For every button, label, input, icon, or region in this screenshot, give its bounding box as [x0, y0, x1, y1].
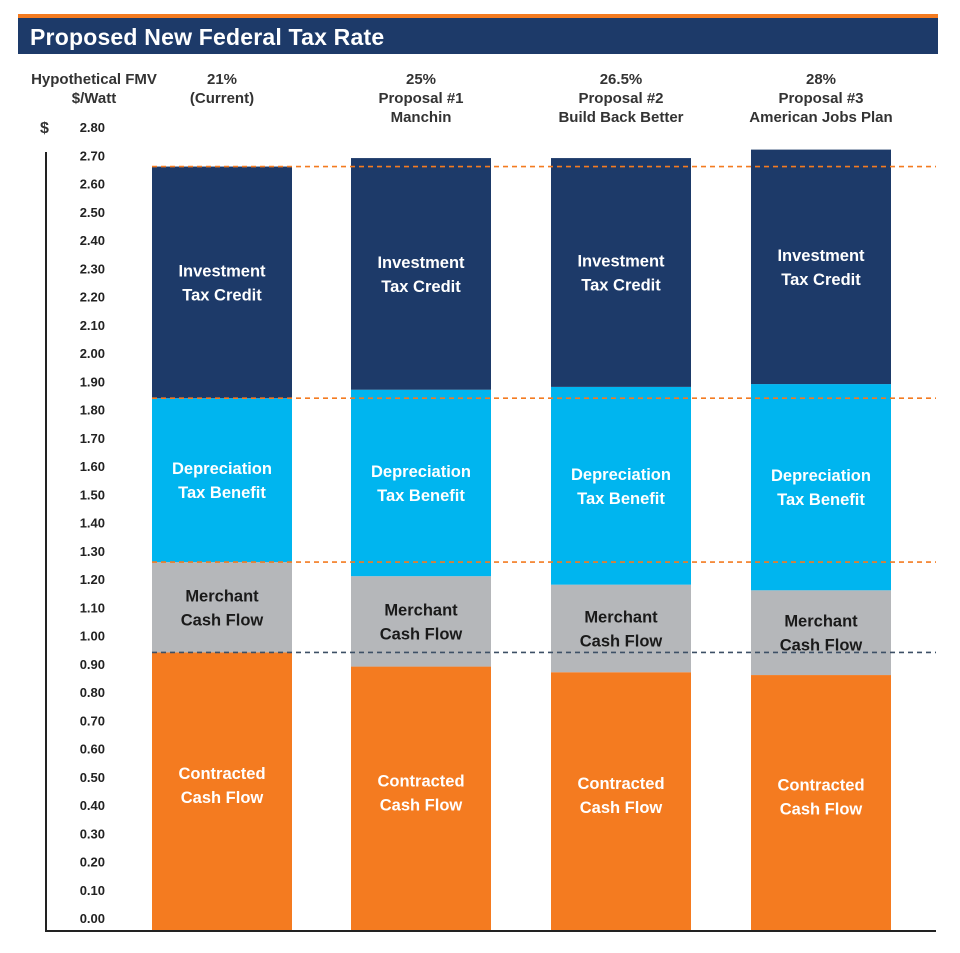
y-tick-label: 1.30: [80, 544, 105, 559]
y-tick-label: 2.20: [80, 290, 105, 305]
y-axis-unit: $: [40, 120, 49, 137]
y-tick-label: 1.10: [80, 600, 105, 615]
bar-segment-label: Cash Flow: [580, 799, 663, 817]
bar-segment-label: Cash Flow: [780, 637, 863, 655]
bar-segment-label: Depreciation: [771, 467, 871, 485]
category-header-line: 21%: [206, 71, 238, 88]
bar-segment-label: Tax Credit: [781, 271, 861, 289]
bar-segment-label: Tax Benefit: [178, 484, 266, 502]
y-tick-label: 1.90: [80, 374, 105, 389]
y-tick-label: 1.40: [80, 516, 105, 531]
y-tick-label: 1.20: [80, 572, 105, 587]
bar-segment-label: Contracted: [777, 777, 864, 795]
bar-segment-label: Investment: [377, 254, 465, 272]
y-tick-label: 0.30: [80, 826, 105, 841]
bar-segment-label: Cash Flow: [580, 632, 663, 650]
bar-segment-depreciation-tax-benefit: [751, 384, 891, 591]
bar-segment-contracted-cash-flow: [152, 652, 292, 930]
y-tick-label: 2.00: [80, 346, 105, 361]
category-header: 25% Proposal #1 Manchin: [321, 70, 521, 127]
y-tick-label: 0.80: [80, 685, 105, 700]
bar-segment-label: Cash Flow: [181, 611, 264, 629]
bar-segment-label: Tax Credit: [381, 278, 461, 296]
chart-title: Proposed New Federal Tax Rate: [30, 24, 385, 50]
bar-segment-contracted-cash-flow: [551, 672, 691, 930]
bar-segment-label: Merchant: [384, 601, 458, 619]
bar-segment-label: Merchant: [584, 608, 658, 626]
title-bar: Proposed New Federal Tax Rate: [18, 14, 938, 54]
bar-segment-label: Depreciation: [371, 463, 471, 481]
bar-segment-contracted-cash-flow: [351, 666, 491, 930]
bar-segment-label: Depreciation: [172, 460, 272, 478]
bar-segment-label: Investment: [577, 252, 665, 270]
bar-segment-label: Cash Flow: [181, 789, 264, 807]
bar-segment-label: Tax Credit: [182, 286, 262, 304]
bar-segment-investment-tax-credit: [351, 158, 491, 390]
bar-segment-investment-tax-credit: [751, 149, 891, 385]
y-tick-label: 2.40: [80, 233, 105, 248]
bar-segment-merchant-cash-flow: [152, 562, 292, 653]
category-header: 26.5% Proposal #2 Build Back Better: [521, 70, 721, 127]
y-tick-label: 1.80: [80, 403, 105, 418]
category-header-line: Manchin: [390, 109, 452, 126]
y-tick-label: 0.50: [80, 770, 105, 785]
bar-segment-label: Cash Flow: [780, 801, 863, 819]
y-tick-label: 0.00: [80, 911, 105, 926]
category-header-line: Build Back Better: [558, 109, 684, 126]
bar-segment-label: Merchant: [784, 613, 858, 631]
bar-segment-label: Cash Flow: [380, 625, 463, 643]
category-header-line: American Jobs Plan: [749, 109, 893, 126]
category-header-line: Proposal #1: [378, 90, 464, 107]
y-tick-label: 0.40: [80, 798, 105, 813]
bar-segment-label: Tax Benefit: [777, 491, 865, 509]
y-tick-label: 2.50: [80, 205, 105, 220]
bar-segment-merchant-cash-flow: [751, 590, 891, 676]
y-tick-label: 2.30: [80, 261, 105, 276]
bar-segment-depreciation-tax-benefit: [351, 389, 491, 577]
y-tick-label: 2.80: [80, 120, 105, 135]
bar-segment-depreciation-tax-benefit: [152, 398, 292, 563]
bar-segment-label: Investment: [777, 247, 865, 265]
bar-segment-label: Contracted: [377, 772, 464, 790]
bar-segment-label: Investment: [178, 262, 266, 280]
y-tick-label: 0.60: [80, 742, 105, 757]
y-tick-label: 0.70: [80, 713, 105, 728]
category-header-line: 25%: [405, 71, 437, 88]
bar-segment-merchant-cash-flow: [551, 584, 691, 673]
bar-segment-label: Cash Flow: [380, 796, 463, 814]
category-header-line: Proposal #2: [578, 90, 664, 107]
category-header-line: (Current): [189, 90, 255, 107]
bar-segment-investment-tax-credit: [551, 158, 691, 387]
bar-segment-investment-tax-credit: [152, 166, 292, 399]
bar-segment-label: Tax Credit: [581, 276, 661, 294]
y-tick-label: 2.60: [80, 177, 105, 192]
y-tick-label: 2.70: [80, 148, 105, 163]
y-tick-label: 1.60: [80, 459, 105, 474]
bar-segment-label: Contracted: [178, 765, 265, 783]
y-tick-label: 2.10: [80, 318, 105, 333]
bar-segment-depreciation-tax-benefit: [551, 386, 691, 585]
y-tick-label: 0.20: [80, 855, 105, 870]
bar-segment-label: Tax Benefit: [377, 487, 465, 505]
y-tick-label: 1.50: [80, 487, 105, 502]
bar-segment-contracted-cash-flow: [751, 675, 891, 930]
bar-segment-label: Contracted: [577, 775, 664, 793]
bar-segment-merchant-cash-flow: [351, 576, 491, 667]
y-tick-label: 0.90: [80, 657, 105, 672]
y-tick-label: 0.10: [80, 883, 105, 898]
bar-segment-label: Tax Benefit: [577, 490, 665, 508]
y-tick-label: 1.00: [80, 629, 105, 644]
category-header: 21% (Current): [122, 70, 322, 108]
bar-segment-label: Merchant: [185, 587, 259, 605]
category-header-line: Proposal #3: [778, 90, 864, 107]
category-header-line: 28%: [805, 71, 837, 88]
y-axis-label: Hypothetical FMV $/Watt: [31, 71, 157, 107]
category-header-line: 26.5%: [599, 71, 643, 88]
bar-segment-label: Depreciation: [571, 466, 671, 484]
y-tick-label: 1.70: [80, 431, 105, 446]
category-header: 28% Proposal #3 American Jobs Plan: [721, 70, 921, 127]
